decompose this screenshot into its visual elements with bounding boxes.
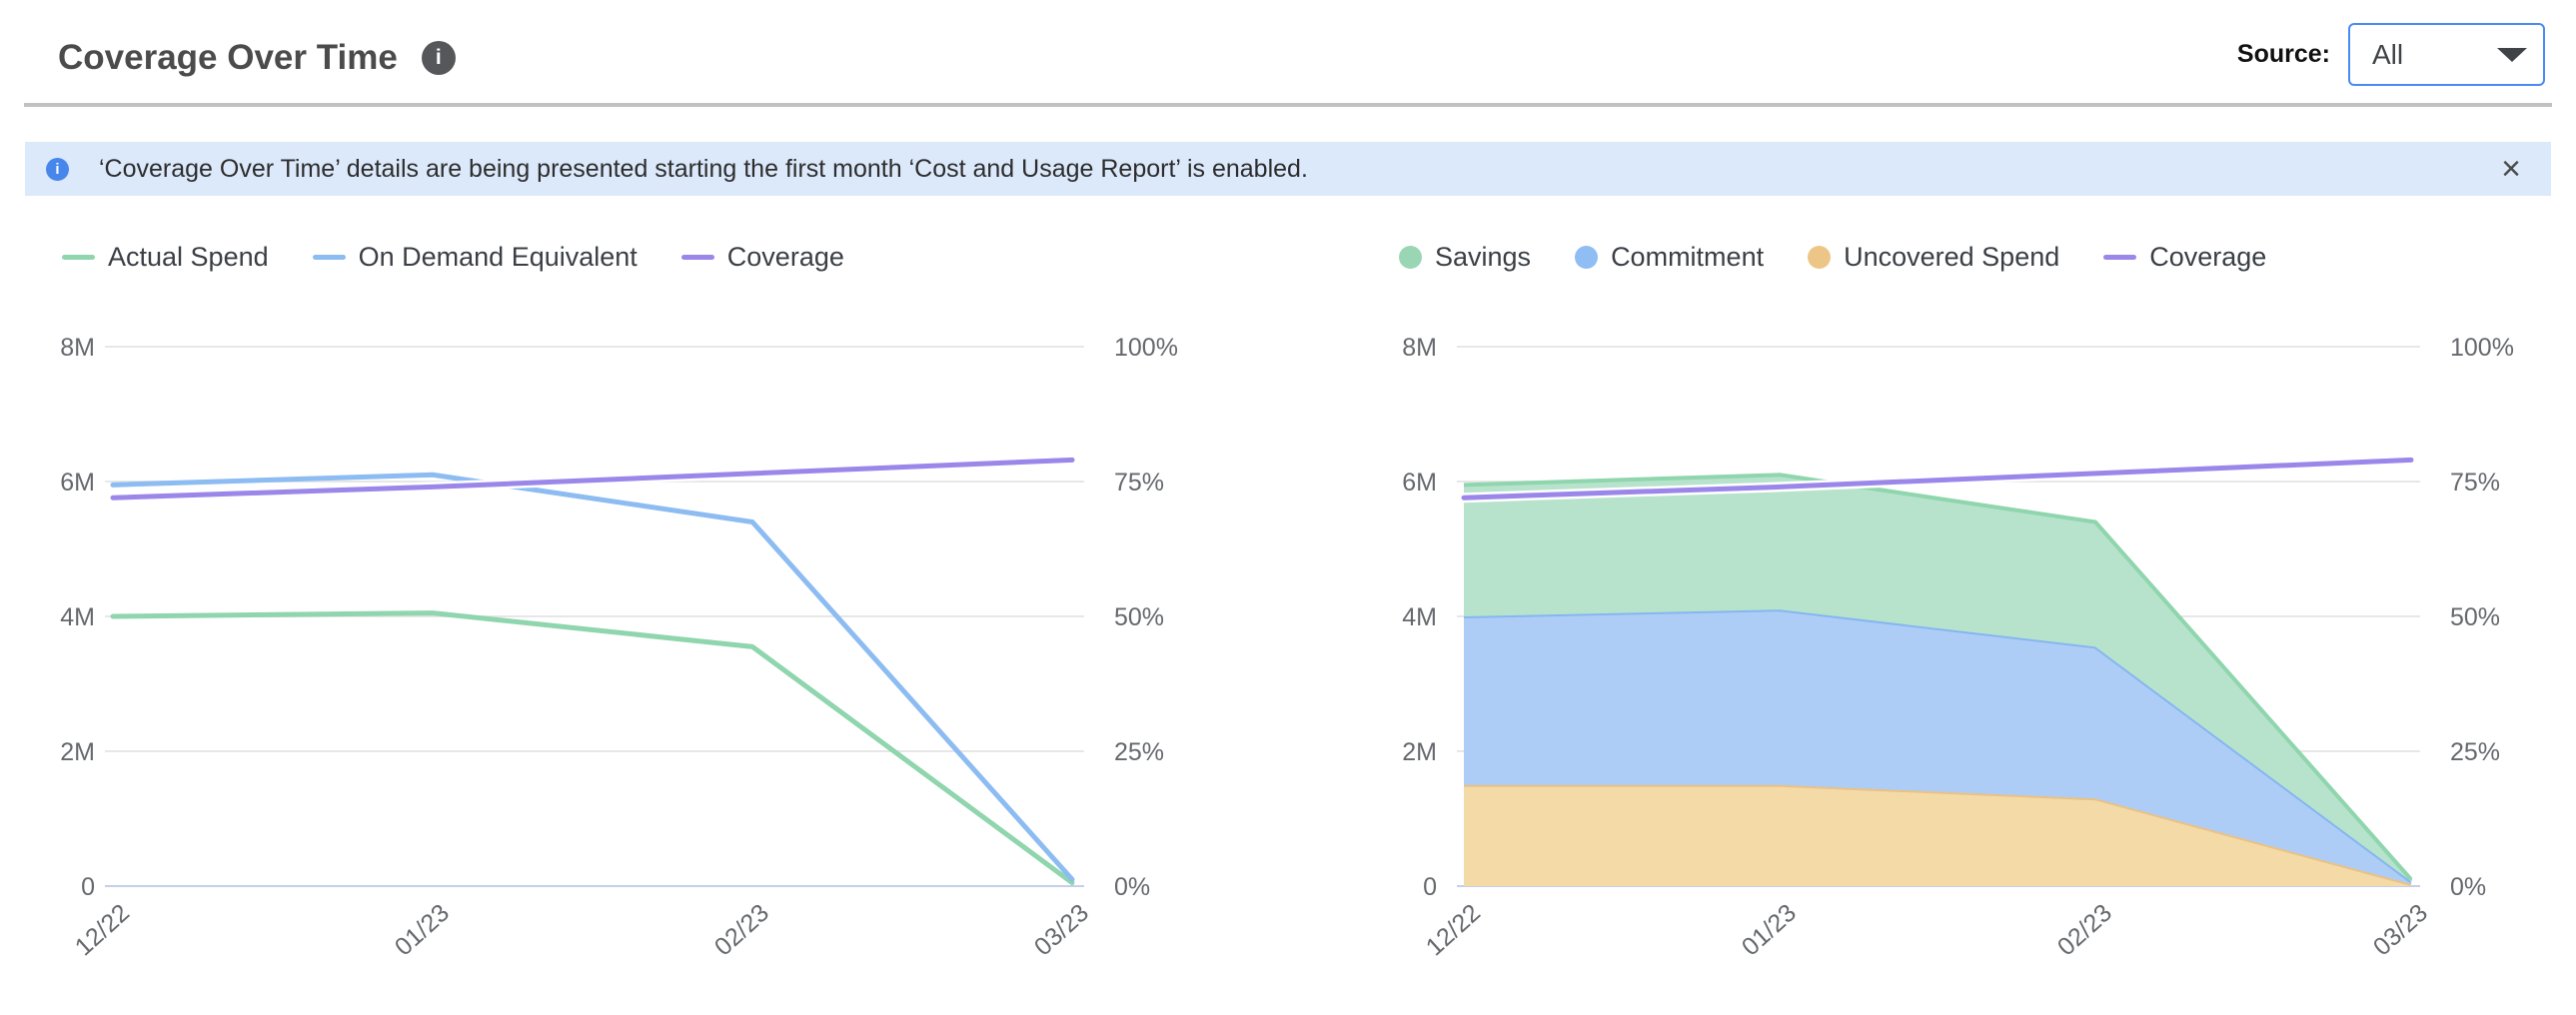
legend-item-coverage[interactable]: Coverage — [680, 241, 844, 273]
legend-item-coverage[interactable]: Coverage — [2103, 242, 2266, 273]
legend-item-commitment[interactable]: Commitment — [1575, 242, 1764, 273]
legend-swatch-uncovered-spend — [1808, 245, 1832, 269]
y-axis-right-tick: 100% — [1114, 334, 1178, 362]
source-filter: Source: All — [2237, 23, 2545, 86]
legend-left-chart: Actual Spend On Demand Equivalent Coverage — [62, 241, 844, 273]
banner-text: ‘Coverage Over Time’ details are being p… — [99, 154, 1308, 183]
line-on-demand-equivalent — [110, 472, 1075, 882]
y-axis-right-tick: 75% — [1114, 469, 1164, 497]
legend-label: Savings — [1435, 241, 1532, 272]
page-title: Coverage Over Time — [58, 38, 398, 77]
legend-right-chart: Savings Commitment Uncovered Spend Coverage — [1399, 242, 2266, 273]
x-axis-tick: 02/23 — [709, 899, 774, 962]
y-axis-right-tick: 100% — [2450, 334, 2514, 362]
legend-swatch-on-demand-equivalent — [312, 254, 346, 260]
x-axis-tick: 02/23 — [2052, 899, 2117, 962]
legend-item-uncovered-spend[interactable]: Uncovered Spend — [1808, 242, 2059, 273]
x-axis-tick: 01/23 — [390, 899, 455, 962]
line-coverage — [1461, 457, 2414, 501]
area-savings — [1464, 475, 2411, 882]
y-axis-right-tick: 0% — [1114, 873, 1150, 901]
y-axis-left-tick: 2M — [1402, 738, 1437, 766]
area-uncovered-spend — [1464, 784, 2411, 886]
legend-label: Coverage — [2149, 241, 2267, 272]
y-axis-right-tick: 25% — [1114, 738, 1164, 766]
y-axis-left-tick: 6M — [60, 469, 95, 497]
title-row: Coverage Over Time i — [58, 36, 456, 80]
header-divider — [24, 103, 2552, 107]
source-select-value: All — [2372, 38, 2404, 70]
chevron-down-icon — [2497, 47, 2527, 62]
x-axis-tick: 03/23 — [2368, 899, 2433, 962]
legend-swatch-actual-spend — [62, 254, 95, 260]
legend-label: On Demand Equivalent — [358, 241, 638, 272]
y-axis-right-tick: 50% — [2450, 603, 2500, 631]
line-actual-spend — [110, 610, 1075, 886]
info-icon[interactable]: i — [421, 41, 456, 75]
legend-item-savings[interactable]: Savings — [1399, 242, 1531, 273]
source-select[interactable]: All — [2348, 23, 2545, 86]
legend-swatch-savings — [1399, 245, 1422, 269]
area-edge-savings — [1463, 473, 2413, 881]
area-commitment — [1464, 609, 2411, 884]
legend-item-actual-spend[interactable]: Actual Spend — [62, 242, 269, 273]
legend-swatch-coverage — [680, 254, 714, 260]
x-axis-tick: 12/22 — [70, 899, 135, 962]
y-axis-right-tick: 25% — [2450, 738, 2500, 766]
y-axis-left-tick: 4M — [60, 603, 95, 631]
y-axis-right-tick: 50% — [1114, 603, 1164, 631]
x-axis-tick: 03/23 — [1029, 899, 1094, 962]
y-axis-left-tick: 2M — [60, 738, 95, 766]
y-axis-left-tick: 8M — [1402, 334, 1437, 362]
y-axis-left-tick: 8M — [60, 334, 95, 362]
y-axis-left-tick: 4M — [1402, 603, 1437, 631]
banner-close-icon[interactable]: × — [2501, 150, 2521, 188]
y-axis-left-tick: 0 — [1423, 873, 1437, 901]
line-coverage — [110, 457, 1075, 501]
x-axis-tick: 12/22 — [1421, 899, 1486, 962]
y-axis-left-tick: 0 — [81, 873, 95, 901]
legend-swatch-commitment — [1575, 245, 1599, 269]
banner-info-icon: i — [46, 157, 69, 181]
y-axis-right-tick: 0% — [2450, 873, 2486, 901]
y-axis-left-tick: 6M — [1402, 469, 1437, 497]
y-axis-right-tick: 75% — [2450, 469, 2500, 497]
legend-label: Uncovered Spend — [1844, 241, 2060, 272]
legend-label: Commitment — [1611, 241, 1765, 272]
legend-item-on-demand-equivalent[interactable]: On Demand Equivalent — [312, 241, 638, 273]
x-axis-tick: 01/23 — [1737, 899, 1802, 962]
legend-label: Actual Spend — [108, 241, 269, 272]
source-label: Source: — [2236, 40, 2330, 68]
legend-label: Coverage — [726, 241, 844, 272]
legend-swatch-coverage — [2103, 254, 2137, 260]
info-banner: i ‘Coverage Over Time’ details are being… — [25, 142, 2551, 196]
